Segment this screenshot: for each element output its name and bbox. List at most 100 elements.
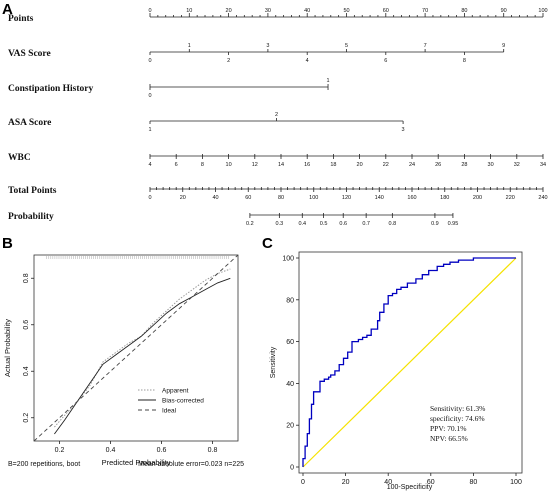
points-tick-label: 70 — [422, 8, 428, 14]
y-tick-label: 80 — [286, 297, 294, 304]
x-axis-title: Predicted Probability — [102, 458, 171, 467]
wbc-tick-label: 16 — [304, 162, 310, 168]
y-tick-label: 0.8 — [23, 273, 30, 283]
roc-plot-frame — [298, 251, 523, 474]
y-tick-label: 40 — [286, 381, 294, 388]
x-tick-label: 100 — [510, 479, 522, 486]
wbc-tick-label: 30 — [488, 162, 494, 168]
roc-curve — [302, 257, 516, 467]
series-line-dashed — [33, 254, 239, 442]
points-tick-label: 50 — [343, 8, 349, 14]
y-tick-label: 0 — [290, 465, 294, 472]
wbc-tick-label: 24 — [409, 162, 415, 168]
y-axis-title: Actual Probability — [3, 319, 12, 377]
x-tick-label: 60 — [427, 479, 435, 486]
x-tick-label: 0.8 — [208, 447, 218, 454]
points-tick-label: 60 — [383, 8, 389, 14]
total-points-tick-label: 140 — [375, 195, 384, 201]
panel-label-a: A — [2, 1, 13, 18]
total-points-tick-label: 220 — [506, 195, 515, 201]
scale-label: Total Points — [8, 186, 57, 196]
wbc-tick-label: 18 — [330, 162, 336, 168]
wbc-tick-label: 10 — [226, 162, 232, 168]
scale-label: WBC — [8, 153, 31, 163]
probability-tick-label: 0.2 — [246, 221, 254, 227]
scale-label: ASA Score — [8, 118, 51, 128]
y-tick-label: 100 — [282, 256, 294, 263]
scale-tick-label: 6 — [384, 58, 387, 64]
x-tick-label: 20 — [342, 479, 350, 486]
wbc-tick-label: 22 — [383, 162, 389, 168]
wbc-tick-label: 26 — [435, 162, 441, 168]
legend-label: Ideal — [162, 408, 177, 415]
total-points-tick-label: 180 — [440, 195, 449, 201]
points-tick-label: 90 — [501, 8, 507, 14]
scale-tick-label: 7 — [424, 43, 427, 49]
wbc-tick-label: 12 — [252, 162, 258, 168]
probability-tick-label: 0.8 — [389, 221, 397, 227]
total-points-tick-label: 120 — [342, 195, 351, 201]
scale-tick-label: 3 — [266, 43, 269, 49]
scale-tick-label: 3 — [402, 127, 405, 133]
total-points-tick-label: 80 — [278, 195, 284, 201]
wbc-tick-label: 6 — [175, 162, 178, 168]
panel-label-b: B — [2, 235, 13, 252]
probability-tick-label: 0.6 — [339, 221, 347, 227]
scale-tick-label: 0 — [148, 93, 151, 99]
roc-panel: C 0 20 40 60 80 100 0 20 40 60 80 100 100-Specificit… — [262, 235, 523, 491]
y-tick-label: 20 — [286, 423, 294, 430]
scale-tick-label: 4 — [306, 58, 309, 64]
panel-label-c: C — [262, 235, 273, 252]
x-tick-label: 80 — [470, 479, 478, 486]
stat-sensitivity: Sensitivity: 61.3% — [430, 404, 485, 413]
footer-right: Mean absolute error=0.023 n=225 — [138, 461, 244, 468]
probability-tick-label: 0.7 — [362, 221, 370, 227]
total-points-tick-label: 240 — [538, 195, 547, 201]
points-tick-label: 40 — [304, 8, 310, 14]
total-points-tick-label: 40 — [212, 195, 218, 201]
probability-tick-label: 0.3 — [276, 221, 284, 227]
probability-tick-label: 0.4 — [298, 221, 306, 227]
wbc-tick-label: 14 — [278, 162, 284, 168]
points-tick-label: 10 — [186, 8, 192, 14]
scale-tick-label: 8 — [463, 58, 466, 64]
scale-label: Probability — [8, 212, 54, 222]
reference-diagonal — [302, 257, 517, 468]
x-tick-label: 0.2 — [55, 447, 65, 454]
scale-tick-label: 2 — [227, 58, 230, 64]
wbc-tick-label: 28 — [461, 162, 467, 168]
scale-tick-label: 1 — [326, 78, 329, 84]
total-points-tick-label: 20 — [180, 195, 186, 201]
scale-tick-label: 0 — [148, 58, 151, 64]
scale-tick-label: 2 — [275, 112, 278, 118]
total-points-tick-label: 200 — [473, 195, 482, 201]
y-tick-label: 0.4 — [23, 366, 30, 376]
scale-label: Points — [8, 14, 34, 24]
stat-ppv: PPV: 70.1% — [430, 424, 467, 433]
scale-tick-label: 9 — [502, 43, 505, 49]
points-tick-label: 30 — [265, 8, 271, 14]
calibration-plot-frame — [33, 254, 239, 442]
footer-left: B=200 repetitions, boot — [8, 461, 80, 468]
x-tick-label: 0.6 — [157, 447, 167, 454]
calibration-panel: B 0.2 0.4 0.6 0.8 0.2 0.4 0.6 0.8 Predicted Prob… — [2, 235, 244, 468]
wbc-tick-label: 32 — [514, 162, 520, 168]
legend-label: Apparent — [162, 388, 189, 395]
legend-label: Bias-corrected — [162, 398, 204, 405]
probability-tick-label: 0.5 — [320, 221, 328, 227]
x-tick-label: 40 — [384, 479, 392, 486]
total-points-tick-label: 100 — [309, 195, 318, 201]
scale-tick-label: 5 — [345, 43, 348, 49]
wbc-tick-label: 4 — [148, 162, 151, 168]
probability-tick-label: 0.9 — [431, 221, 439, 227]
series-line-dotted — [54, 268, 231, 428]
points-tick-label: 20 — [226, 8, 232, 14]
y-tick-label: 60 — [286, 339, 294, 346]
y-axis-title: Sensitivity — [270, 346, 277, 378]
total-points-tick-label: 160 — [407, 195, 416, 201]
x-axis-title: 100-Specificity — [387, 484, 433, 491]
series-line-solid — [54, 277, 231, 435]
total-points-tick-label: 0 — [148, 195, 151, 201]
